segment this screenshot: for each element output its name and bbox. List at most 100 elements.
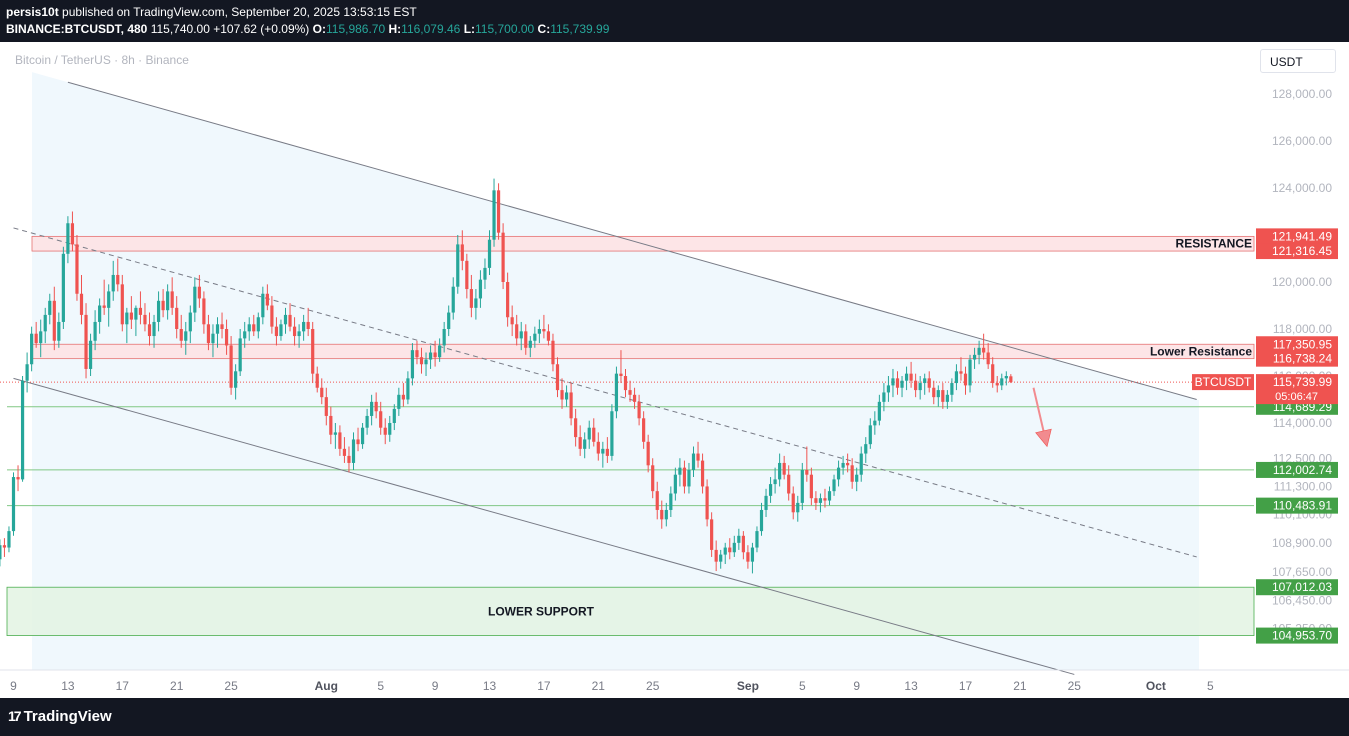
low-value: 115,700.00 <box>475 22 535 36</box>
candle-body <box>569 392 573 419</box>
candle-body <box>918 383 922 391</box>
candle-body <box>315 373 319 388</box>
candlestick-chart[interactable]: RESISTANCE Lower Resistance LOWER SUPPORT 1… <box>0 42 1349 698</box>
candle-body <box>982 347 986 353</box>
candle-body <box>827 491 832 501</box>
candle-body <box>991 364 995 384</box>
projection-arrow-head <box>1035 428 1052 448</box>
candle-body <box>487 239 492 268</box>
candle-body <box>370 401 374 416</box>
candle-body <box>923 378 927 384</box>
candle-body <box>52 300 56 341</box>
candle-body <box>814 498 818 503</box>
candle-body <box>651 465 655 492</box>
candle-body <box>768 484 773 496</box>
candle-body <box>2 545 7 548</box>
candle-body <box>836 467 841 480</box>
zone-top-price-tag-bg <box>1256 336 1338 353</box>
candle-body <box>111 274 115 292</box>
low-label: L: <box>463 22 476 36</box>
price-tick-label: 108,900.00 <box>1272 536 1332 550</box>
channel-fill <box>32 72 1199 670</box>
candle-body <box>492 190 496 240</box>
candle-body <box>519 331 523 339</box>
candle-body <box>841 462 845 468</box>
candle-body <box>202 298 206 325</box>
high-value: 116,079.46 <box>401 22 461 36</box>
candle-body <box>904 373 909 381</box>
candle-body <box>977 347 981 355</box>
projection-arrow-shaft <box>1032 387 1045 432</box>
candle-body <box>700 460 705 487</box>
candle-body <box>188 312 192 332</box>
candle-body <box>750 547 755 562</box>
candle-body <box>147 324 152 337</box>
open-value: 115,986.70 <box>325 22 386 36</box>
time-tick-label: Aug <box>315 679 338 693</box>
author-name[interactable]: persis10t <box>6 5 59 19</box>
candle-body <box>578 437 582 449</box>
candle-body <box>850 465 854 482</box>
candle-body <box>297 331 301 337</box>
candle-body <box>619 373 623 376</box>
time-tick-label: Oct <box>1146 679 1166 693</box>
candle-body <box>587 427 591 440</box>
time-tick-label: 25 <box>1068 679 1082 693</box>
candle-body <box>809 474 813 499</box>
candle-body <box>356 439 360 445</box>
candle-body <box>592 427 596 442</box>
time-tick-label: 21 <box>592 679 606 693</box>
candle-body <box>723 547 727 555</box>
candle-body <box>306 321 310 329</box>
candle-body <box>864 444 868 454</box>
candle-body <box>134 307 138 320</box>
candle-body <box>93 321 97 341</box>
candle-body <box>968 359 972 386</box>
candle-body <box>388 423 392 435</box>
zone-top-price-tag-bg <box>1256 579 1338 596</box>
candle-body <box>401 394 405 400</box>
candle-body <box>506 282 510 318</box>
candle-body <box>778 462 782 480</box>
zone-bottom-price-tag: 121,316.45 <box>1272 244 1332 258</box>
currency-button[interactable]: USDT <box>1260 49 1336 73</box>
candle-body <box>719 554 723 562</box>
candle-body <box>623 376 628 391</box>
candle-body <box>292 326 297 337</box>
channel-lower-line <box>13 377 1075 675</box>
tradingview-logo[interactable]: 17 TradingView <box>8 708 112 725</box>
candle-body <box>832 479 836 492</box>
candle-body <box>682 467 687 487</box>
chart-plot-area[interactable]: RESISTANCE Lower Resistance LOWER SUPPORT 1… <box>0 42 1349 698</box>
candle-body <box>510 317 514 325</box>
time-tick-label: 17 <box>116 679 130 693</box>
candle-body <box>678 467 682 475</box>
candle-body <box>886 385 891 393</box>
ohlc-legend: BINANCE:BTCUSDT, 480 115,740.00 +107.62 … <box>6 22 609 36</box>
candle-body <box>515 324 519 339</box>
candle-body <box>764 495 768 510</box>
candle-body <box>596 441 600 454</box>
candle-body <box>215 324 220 334</box>
candle-body <box>302 321 306 332</box>
candle-body <box>496 190 501 233</box>
current-price-tag-bg <box>1256 374 1338 405</box>
time-tick-label: 5 <box>799 679 806 693</box>
candle-body <box>1009 376 1013 383</box>
candle-body <box>637 401 641 419</box>
candle-body <box>895 378 900 388</box>
candle-body <box>193 286 197 313</box>
candle-body <box>170 291 174 308</box>
candle-body <box>601 448 605 454</box>
zone-bottom-price-tag-bg <box>1256 627 1338 644</box>
candle-body <box>728 547 732 553</box>
price-tick-label: 128,000.00 <box>1272 87 1332 101</box>
candle-body <box>30 333 34 365</box>
candle-body <box>234 371 238 388</box>
candle-body <box>664 509 668 520</box>
candle-body <box>927 378 931 388</box>
support-price-tag-bg <box>1256 497 1338 514</box>
candle-body <box>438 345 442 358</box>
tradingview-logo-text: TradingView <box>23 708 112 725</box>
candle-body <box>805 470 809 475</box>
